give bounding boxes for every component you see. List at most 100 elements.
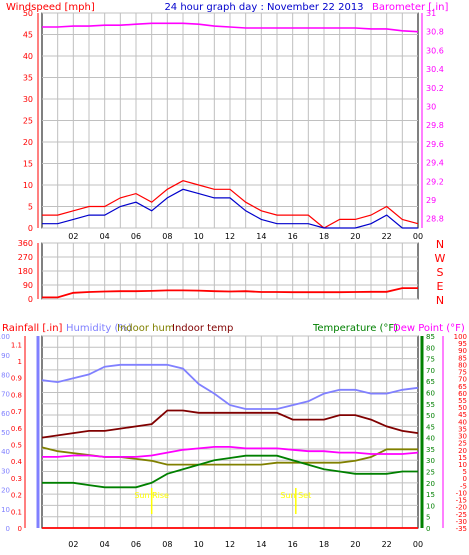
x-tick-label: 10 [194, 540, 204, 549]
x-tick-label: 02 [68, 540, 78, 549]
temperature-y-tick: 55 [426, 401, 435, 409]
temperature-y-tick: 5 [426, 514, 430, 522]
temperature-y-tick: 75 [426, 356, 435, 364]
compass-label: N [436, 294, 444, 307]
wind-y-tick: 0 [28, 224, 33, 233]
wind-y-tick: 5 [28, 203, 33, 212]
temperature-y-tick: 85 [426, 333, 435, 341]
dew-point-y-tick: 80 [458, 361, 467, 369]
compass-label: E [437, 280, 444, 293]
temperature-y-tick: 20 [426, 480, 435, 488]
baro-y-tick: 29.6 [426, 140, 444, 149]
direction-y-tick: 90 [23, 281, 33, 290]
temperature-y-tick: 30 [426, 457, 435, 465]
dew-point-y-tick: 25 [458, 440, 467, 448]
dew-point-y-tick: -5 [460, 482, 467, 490]
rain-y-tick: 1 [18, 358, 22, 366]
dew-point-y-tick: 95 [458, 340, 467, 348]
x-tick-label: 16 [288, 232, 298, 241]
dew-point-y-tick: 75 [458, 369, 467, 377]
temperature-y-tick: 10 [426, 502, 435, 510]
baro-y-tick: 30.8 [426, 28, 444, 37]
humidity-line [41, 363, 419, 410]
wind-direction-line [42, 287, 418, 299]
direction-y-tick: 0 [28, 295, 33, 304]
wind-y-tick: 35 [23, 74, 33, 83]
x-tick-label: 08 [162, 232, 172, 241]
rain-y-tick: 0.6 [11, 425, 23, 433]
rain-y-tick: 0.4 [11, 458, 23, 466]
humidity-y-tick: 90 [1, 352, 10, 360]
legend-indoor-temp: Indoor temp [172, 323, 233, 334]
dew-point-y-tick: 30 [458, 433, 467, 441]
temperature-y-tick: 80 [426, 344, 435, 352]
series-lines [41, 22, 419, 529]
dew-point-y-tick: 40 [458, 418, 467, 426]
dew-point-y-tick: 10 [458, 461, 467, 469]
legend-indoor-hum: Indoor hum [117, 323, 175, 334]
dew-point-y-tick: 45 [458, 411, 467, 419]
dew-point-y-tick: 15 [458, 454, 467, 462]
sun-marker-label: Sun Set [280, 491, 311, 500]
rain-y-tick: 0 [18, 525, 22, 533]
baro-y-tick: 29.2 [426, 177, 444, 186]
x-tick-label: 18 [319, 232, 329, 241]
temperature-y-tick: 25 [426, 469, 435, 477]
wind-y-tick: 25 [23, 117, 33, 126]
temperature-y-tick: 50 [426, 412, 435, 420]
wind-y-tick: 20 [23, 138, 33, 147]
humidity-y-tick: 0 [6, 525, 10, 533]
temperature-y-tick: 0 [426, 525, 430, 533]
x-tick-label: 22 [382, 232, 392, 241]
x-tick-label: 22 [382, 540, 392, 549]
baro-y-tick: 29.8 [426, 121, 444, 130]
rain-y-tick: 0.7 [11, 408, 22, 416]
dew-point-y-tick: -10 [456, 489, 467, 497]
dew-point-y-tick: 5 [463, 468, 467, 476]
dew-point-y-tick: -25 [456, 511, 467, 519]
dew-point-y-tick: 85 [458, 354, 467, 362]
windspeed-average-line [42, 188, 418, 229]
temperature-y-tick: 45 [426, 423, 435, 431]
humidity-y-tick: 80 [1, 371, 10, 379]
barometer-axis-label: Barometer [.in] [372, 2, 448, 13]
humidity-y-tick: 60 [1, 410, 10, 418]
direction-y-tick: 270 [18, 253, 33, 262]
sun-marker-label: Sun Rise [134, 491, 169, 500]
temperature-y-tick: 60 [426, 389, 435, 397]
wind-y-tick: 50 [23, 9, 33, 18]
x-tick-label: 20 [350, 232, 360, 241]
dew-point-y-tick: 0 [463, 475, 467, 483]
compass-label: N [436, 238, 444, 251]
wind-y-tick: 10 [23, 181, 33, 190]
rain-y-tick: 0.8 [11, 391, 22, 399]
x-tick-label: 00 [413, 540, 423, 549]
baro-y-tick: 30.2 [426, 84, 444, 93]
grid-lines [42, 12, 418, 529]
x-tick-label: 06 [131, 540, 141, 549]
x-tick-label: 06 [131, 232, 141, 241]
temperature-y-tick: 15 [426, 491, 435, 499]
x-tick-label: 20 [350, 540, 360, 549]
dew-point-y-tick: 100 [454, 333, 467, 341]
baro-y-tick: 30.6 [426, 46, 444, 55]
indoor-temp-line [41, 409, 419, 439]
humidity-y-tick: 10 [1, 506, 10, 514]
humidity-y-tick: 50 [1, 429, 10, 437]
baro-y-tick: 30 [426, 102, 436, 111]
x-tick-label: 02 [68, 232, 78, 241]
baro-y-tick: 28.8 [426, 215, 444, 224]
humidity-y-tick: 100 [0, 333, 10, 341]
humidity-y-tick: 40 [1, 448, 10, 456]
wind-y-tick: 30 [23, 95, 33, 104]
dew-point-y-tick: 50 [458, 404, 467, 412]
chart-title: 24 hour graph day : November 22 2013 [164, 2, 363, 13]
humidity-y-tick: 20 [1, 487, 10, 495]
x-tick-label: 16 [288, 540, 298, 549]
dew-point-y-tick: 65 [458, 383, 467, 391]
legend-humidity: Humidity (%) [66, 323, 132, 334]
dew-point-y-tick: 20 [458, 447, 467, 455]
baro-y-tick: 29.4 [426, 159, 444, 168]
dew-point-f-line [42, 446, 419, 458]
